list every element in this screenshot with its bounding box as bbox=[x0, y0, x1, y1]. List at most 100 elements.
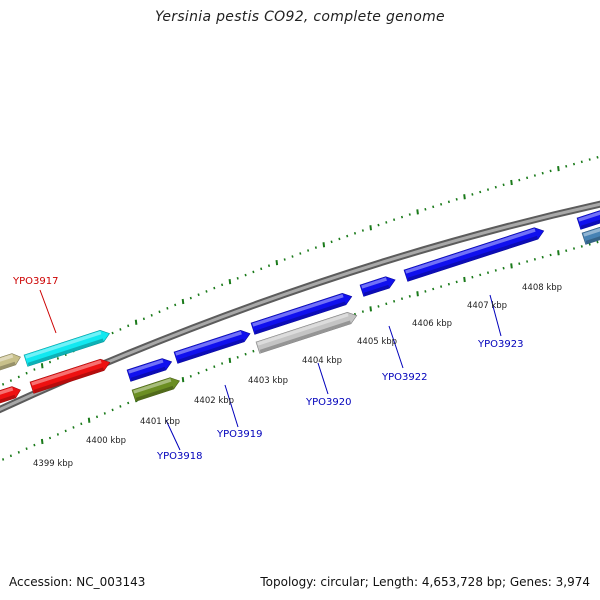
outer-tick bbox=[205, 290, 208, 293]
inner-tick bbox=[479, 273, 482, 277]
inner-tick bbox=[127, 401, 130, 405]
outer-tick bbox=[494, 185, 497, 189]
map-labels: 4399 kbp 4400 kbp 4401 kbp 4402 kbp 4403 kbp… bbox=[12, 276, 562, 469]
outer-tick bbox=[580, 160, 583, 164]
outer-tick bbox=[557, 165, 560, 172]
outer-tick bbox=[174, 303, 177, 307]
inner-tick bbox=[33, 443, 36, 447]
inner-tick bbox=[385, 302, 388, 306]
outer-tick bbox=[463, 194, 466, 200]
inner-tick bbox=[244, 352, 247, 356]
outer-tick bbox=[502, 183, 505, 187]
inner-tick bbox=[518, 262, 521, 266]
outer-tick bbox=[455, 197, 458, 201]
outer-tick bbox=[213, 286, 216, 290]
label-leader-line bbox=[39, 289, 57, 334]
outer-tick bbox=[283, 258, 286, 261]
gene-arrow bbox=[359, 276, 396, 297]
outer-tick bbox=[361, 229, 364, 232]
inner-tick bbox=[494, 269, 497, 272]
outer-tick bbox=[440, 202, 443, 206]
outer-tick bbox=[252, 270, 255, 274]
inner-tick bbox=[549, 253, 552, 257]
inner-tick bbox=[40, 438, 44, 445]
gene-arrow bbox=[131, 377, 180, 402]
outer-tick bbox=[572, 162, 576, 166]
label-leader-line bbox=[489, 294, 502, 337]
gene-label: YPO3919 bbox=[216, 429, 262, 440]
inner-tick bbox=[502, 266, 505, 270]
scale-label: 4402 kbp bbox=[194, 396, 234, 406]
outer-tick bbox=[142, 317, 145, 321]
inner-tick bbox=[526, 260, 529, 263]
outer-tick bbox=[236, 276, 239, 280]
label-leader-line bbox=[224, 384, 239, 428]
outer-tick bbox=[541, 171, 544, 175]
inner-tick bbox=[361, 310, 364, 313]
outer-tick bbox=[471, 193, 474, 196]
outer-tick bbox=[56, 357, 59, 360]
outer-tick bbox=[158, 310, 161, 314]
gene-label: YPO3917 bbox=[12, 276, 58, 287]
outer-tick bbox=[314, 246, 317, 249]
inner-tick bbox=[87, 417, 91, 423]
outer-tick bbox=[432, 205, 435, 209]
outer-tick bbox=[400, 215, 404, 219]
outer-tick bbox=[111, 331, 114, 335]
outer-tick bbox=[181, 298, 185, 305]
outer-tick bbox=[486, 188, 490, 191]
gene-arrow bbox=[0, 353, 21, 372]
gene-arrow bbox=[126, 358, 173, 382]
inner-tick bbox=[572, 247, 576, 250]
inner-tick bbox=[393, 299, 396, 303]
outer-tick bbox=[393, 218, 396, 222]
inner-tick bbox=[111, 408, 114, 412]
outer-tick bbox=[260, 267, 263, 271]
outer-tick bbox=[25, 371, 28, 375]
outer-tick bbox=[322, 242, 326, 248]
gene-label: YPO3920 bbox=[305, 397, 351, 408]
outer-tick bbox=[416, 209, 419, 215]
inner-tick bbox=[181, 376, 185, 383]
gene-arrow bbox=[0, 386, 21, 405]
accession-text: Accession: NC_003143 bbox=[9, 575, 146, 589]
outer-tick bbox=[9, 379, 12, 382]
outer-tick bbox=[17, 375, 20, 379]
inner-tick bbox=[455, 280, 458, 284]
inner-tick bbox=[416, 291, 419, 297]
label-leader-line bbox=[388, 325, 404, 369]
gene-arrow bbox=[255, 312, 358, 354]
scale-label: 4403 kbp bbox=[248, 376, 288, 386]
scale-label: 4407 kbp bbox=[467, 301, 507, 311]
outer-tick bbox=[197, 293, 200, 297]
outer-tick bbox=[33, 368, 36, 371]
label-leader-line bbox=[317, 362, 329, 395]
inner-tick bbox=[565, 249, 568, 253]
inner-tick bbox=[580, 245, 583, 248]
gene-features bbox=[0, 207, 600, 405]
outer-tick bbox=[134, 319, 138, 325]
gene-arrow bbox=[403, 227, 545, 282]
label-leader-line bbox=[165, 419, 181, 451]
inner-tick bbox=[432, 287, 435, 291]
outer-tick bbox=[447, 200, 450, 204]
inner-tick bbox=[205, 368, 208, 372]
outer-tick bbox=[40, 363, 44, 369]
outer-tick bbox=[346, 234, 349, 238]
inner-tick bbox=[533, 257, 536, 261]
outer-tick bbox=[479, 190, 482, 194]
inner-tick bbox=[189, 374, 192, 378]
gene-arrow bbox=[173, 330, 251, 364]
outer-tick bbox=[166, 306, 169, 310]
outer-tick bbox=[526, 176, 529, 180]
outer-tick bbox=[377, 223, 380, 227]
outer-tick bbox=[549, 169, 552, 173]
outer-tick bbox=[221, 283, 224, 287]
label-leaders bbox=[39, 289, 502, 451]
inner-tick bbox=[17, 450, 20, 454]
inner-tick bbox=[471, 275, 474, 279]
outer-tick bbox=[510, 179, 513, 186]
inner-tick bbox=[48, 436, 52, 440]
gene-arrow bbox=[250, 293, 353, 335]
inner-tick bbox=[400, 297, 404, 301]
